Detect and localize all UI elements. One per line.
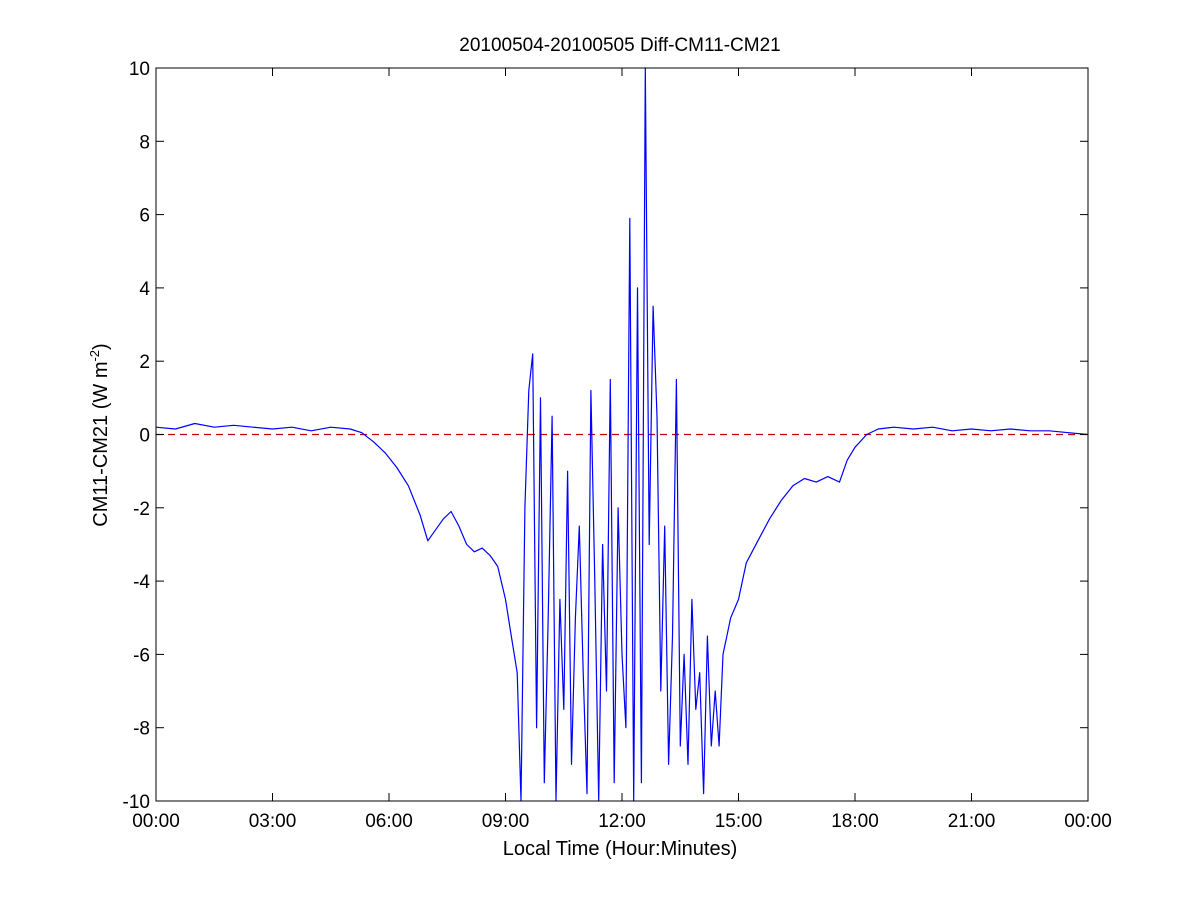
x-tick-label: 00:00 bbox=[132, 811, 180, 832]
y-tick-label: -6 bbox=[133, 645, 150, 666]
y-axis-label-suffix: ) bbox=[90, 343, 112, 350]
chart-title: 20100504-20100505 Diff-CM11-CM21 bbox=[459, 35, 780, 56]
x-tick-label: 03:00 bbox=[249, 811, 297, 832]
y-tick-label: 8 bbox=[139, 132, 150, 153]
x-tick-label: 21:00 bbox=[948, 811, 996, 832]
x-axis-ticks: 00:00 03:00 06:00 09:00 12:00 15:00 18:00 21:00… bbox=[132, 68, 1112, 832]
x-tick-label: 09:00 bbox=[482, 811, 530, 832]
y-tick-label: -4 bbox=[133, 572, 150, 593]
x-axis-label: Local Time (Hour:Minutes) bbox=[503, 838, 738, 860]
y-tick-label: 6 bbox=[139, 206, 150, 227]
y-tick-label: 2 bbox=[139, 352, 150, 373]
x-tick-label: 06:00 bbox=[365, 811, 413, 832]
y-axis-label-main: CM11-CM21 (W m bbox=[90, 362, 112, 527]
y-axis-label: CM11-CM21 (W m-2) bbox=[87, 343, 112, 526]
x-tick-label: 18:00 bbox=[831, 811, 879, 832]
series-line-0 bbox=[155, 67, 1089, 802]
y-tick-label: -10 bbox=[123, 792, 150, 813]
x-tick-label: 12:00 bbox=[598, 811, 646, 832]
y-axis-label-superscript: -2 bbox=[87, 350, 102, 362]
y-tick-label: 0 bbox=[139, 426, 150, 447]
plot-frame bbox=[155, 67, 1089, 802]
y-tick-label: 4 bbox=[139, 279, 150, 300]
series-layer bbox=[155, 67, 1089, 802]
y-tick-label: -8 bbox=[133, 719, 150, 740]
y-tick-label: -2 bbox=[133, 499, 150, 520]
y-tick-label: 10 bbox=[129, 59, 150, 80]
x-tick-label: 15:00 bbox=[715, 811, 763, 832]
plot-area: 00:00 03:00 06:00 09:00 12:00 15:00 18:00 21:00… bbox=[123, 59, 1112, 832]
x-tick-label: 00:00 bbox=[1064, 811, 1112, 832]
plot-background bbox=[156, 68, 1088, 801]
y-axis-ticks: -10 -8 -6 -4 -2 0 2 4 6 8 10 bbox=[123, 59, 1088, 813]
